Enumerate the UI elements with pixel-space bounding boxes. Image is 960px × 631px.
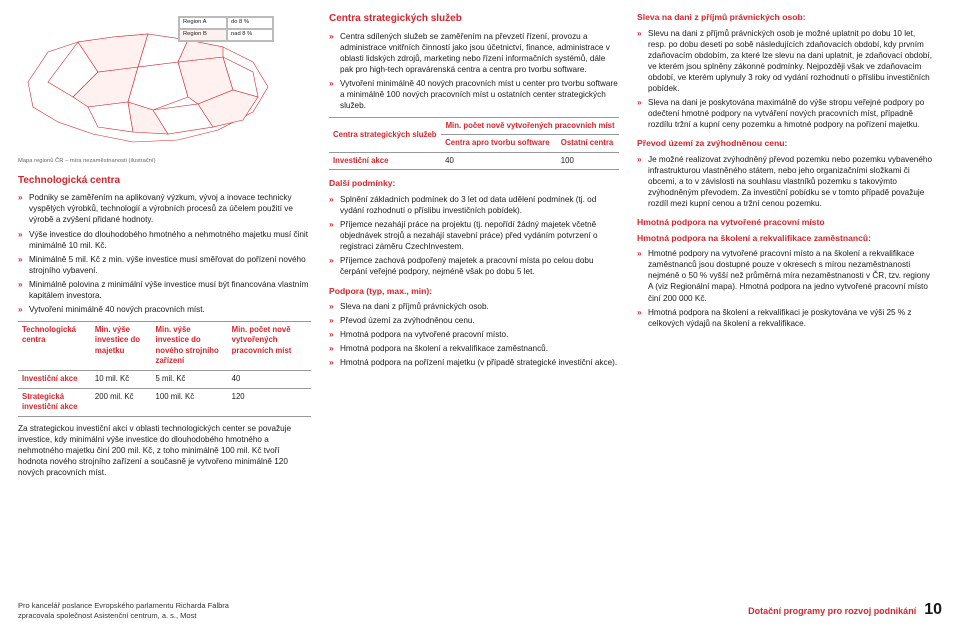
footer-line-1: Pro kancelář poslance Evropského parlame… <box>18 601 229 611</box>
table-cell: Investiční akce <box>329 152 441 170</box>
table-row: Strategická investiční akce 200 mil. Kč … <box>18 388 311 416</box>
list-item: Vytvoření minimálně 40 nových pracovních… <box>329 78 619 111</box>
prevod-bullets: Je možné realizovat zvýhodněný převod po… <box>637 154 932 209</box>
table-corner: Centra strategických služeb <box>329 117 441 152</box>
heading-podpora: Podpora (typ, max., min): <box>329 286 619 298</box>
list-item: Hmotné podpory na vytvořené pracovní mís… <box>637 248 932 303</box>
page-footer: Pro kancelář poslance Evropského parlame… <box>18 599 942 621</box>
list-item: Příjemce nezahájí práce na projektu (tj.… <box>329 219 619 252</box>
tech-paragraph: Za strategickou investiční akci v oblast… <box>18 423 311 478</box>
region-map: Region A do 8 % Region B nad 8 % <box>18 12 278 152</box>
tech-table: Technologická centra Min. výše investice… <box>18 321 311 417</box>
table-cell: 10 mil. Kč <box>91 371 152 389</box>
list-item: Centra sdílených služeb se zaměřením na … <box>329 31 619 75</box>
heading-dalsi: Další podmínky: <box>329 178 619 190</box>
heading-prevod: Převod území za zvýhodněnou cenu: <box>637 138 932 150</box>
table-cell: 100 <box>557 152 619 170</box>
dalsi-bullets: Splnění základních podmínek do 3 let od … <box>329 194 619 277</box>
list-item: Hmotná podpora na školení a rekvalifikac… <box>637 307 932 329</box>
footer-line-2: zpracovala společnost Asistenční centrum… <box>18 611 229 621</box>
css-table: Centra strategických služeb Min. počet n… <box>329 117 619 171</box>
list-item: Je možné realizovat zvýhodněný převod po… <box>637 154 932 209</box>
list-item: Vytvoření minimálně 40 nových pracovních… <box>18 304 311 315</box>
list-item: Výše investice do dlouhodobého hmotného … <box>18 229 311 251</box>
table-cell: 40 <box>441 152 557 170</box>
table-cell: 120 <box>228 388 311 416</box>
list-item: Příjemce zachová podpořený majetek a pra… <box>329 255 619 277</box>
table-row: Investiční akce 10 mil. Kč 5 mil. Kč 40 <box>18 371 311 389</box>
page-number: 10 <box>924 599 942 621</box>
table-header: Min. výše investice do majetku <box>91 321 152 370</box>
map-legend: Region A do 8 % Region B nad 8 % <box>178 16 274 42</box>
heading-css: Centra strategických služeb <box>329 12 619 26</box>
table-cell: 200 mil. Kč <box>91 388 152 416</box>
css-bullets: Centra sdílených služeb se zaměřením na … <box>329 31 619 111</box>
hmot-bullets: Hmotné podpory na vytvořené pracovní mís… <box>637 248 932 328</box>
list-item: Hmotná podpora na vytvořené pracovní mís… <box>329 329 619 340</box>
table-row: Investiční akce 40 100 <box>329 152 619 170</box>
list-item: Podniky se zaměřením na aplikovaný výzku… <box>18 192 311 225</box>
table-header-top: Min. počet nově vytvořených pracovních m… <box>441 117 619 135</box>
heading-hmot-skol: Hmotná podpora na školení a rekvalifikac… <box>637 233 932 245</box>
list-item: Sleva na dani je poskytována maximálně d… <box>637 97 932 130</box>
list-item: Převod území za zvýhodněnou cenu. <box>329 315 619 326</box>
legend-row-value: do 8 % <box>227 17 273 29</box>
list-item: Hmotná podpora na školení a rekvalifikac… <box>329 343 619 354</box>
table-header: Technologická centra <box>18 321 91 370</box>
tech-bullets: Podniky se zaměřením na aplikovaný výzku… <box>18 192 311 315</box>
table-header: Min. výše investice do nového strojního … <box>152 321 228 370</box>
table-subheader: Ostatní centra <box>557 135 619 153</box>
heading-sleva: Sleva na dani z příjmů právnických osob: <box>637 12 932 24</box>
list-item: Hmotná podpora na pořízení majetku (v př… <box>329 357 619 368</box>
legend-row-label: Region B <box>179 29 227 41</box>
legend-row-label: Region A <box>179 17 227 29</box>
list-item: Slevu na dani z příjmů právnických osob … <box>637 28 932 94</box>
footer-title: Dotační programy pro rozvoj podnikání <box>748 605 916 617</box>
heading-tech-centra: Technologická centra <box>18 174 311 188</box>
table-cell: Investiční akce <box>18 371 91 389</box>
list-item: Sleva na dani z příjmů právnických osob. <box>329 301 619 312</box>
table-cell: 100 mil. Kč <box>152 388 228 416</box>
sleva-bullets: Slevu na dani z příjmů právnických osob … <box>637 28 932 131</box>
table-subheader: Centra apro tvorbu software <box>441 135 557 153</box>
table-cell: 40 <box>228 371 311 389</box>
podpora-bullets: Sleva na dani z příjmů právnických osob.… <box>329 301 619 368</box>
map-caption: Mapa regionů ČR – míra nezaměstnanosti (… <box>18 158 311 166</box>
list-item: Splnění základních podmínek do 3 let od … <box>329 194 619 216</box>
table-cell: Strategická investiční akce <box>18 388 91 416</box>
list-item: Minimálně polovina z minimální výše inve… <box>18 279 311 301</box>
legend-row-value: nad 8 % <box>227 29 273 41</box>
table-header: Min. počet nově vytvořených pracovních m… <box>228 321 311 370</box>
list-item: Minimálně 5 mil. Kč z min. výše investic… <box>18 254 311 276</box>
heading-hmot-misto: Hmotná podpora na vytvořené pracovní mís… <box>637 217 932 229</box>
table-cell: 5 mil. Kč <box>152 371 228 389</box>
